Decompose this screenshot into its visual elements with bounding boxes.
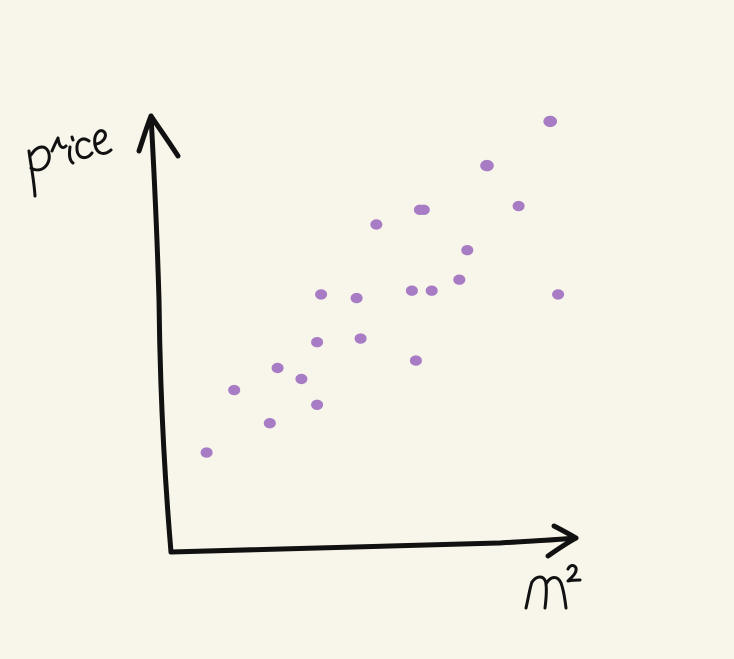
- data-point: [228, 384, 241, 396]
- data-point: [315, 289, 328, 300]
- data-point: [417, 204, 430, 215]
- data-point: [311, 399, 324, 410]
- data-point: [263, 418, 276, 429]
- data-point: [461, 245, 474, 256]
- data-point: [480, 159, 494, 172]
- data-point: [409, 355, 422, 366]
- x-axis-line: [168, 535, 579, 555]
- data-point: [405, 285, 418, 296]
- data-point: [311, 337, 324, 348]
- data-point: [295, 373, 308, 385]
- data-point: [552, 289, 565, 300]
- data-point: [354, 333, 367, 344]
- x-axis-arrowhead: [545, 523, 579, 559]
- y-axis-label-drawing: [27, 129, 113, 198]
- data-point: [370, 219, 383, 230]
- points-layer: [200, 115, 565, 458]
- data-point: [512, 200, 525, 212]
- data-point: [453, 274, 466, 285]
- data-point: [350, 292, 363, 304]
- data-point: [543, 115, 557, 128]
- data-point: [200, 447, 213, 458]
- data-point: [425, 285, 438, 296]
- y-axis-arrowhead: [136, 113, 181, 159]
- y-axis-line: [148, 113, 174, 555]
- data-point: [271, 362, 284, 374]
- x-axis-label-drawing: [524, 564, 582, 610]
